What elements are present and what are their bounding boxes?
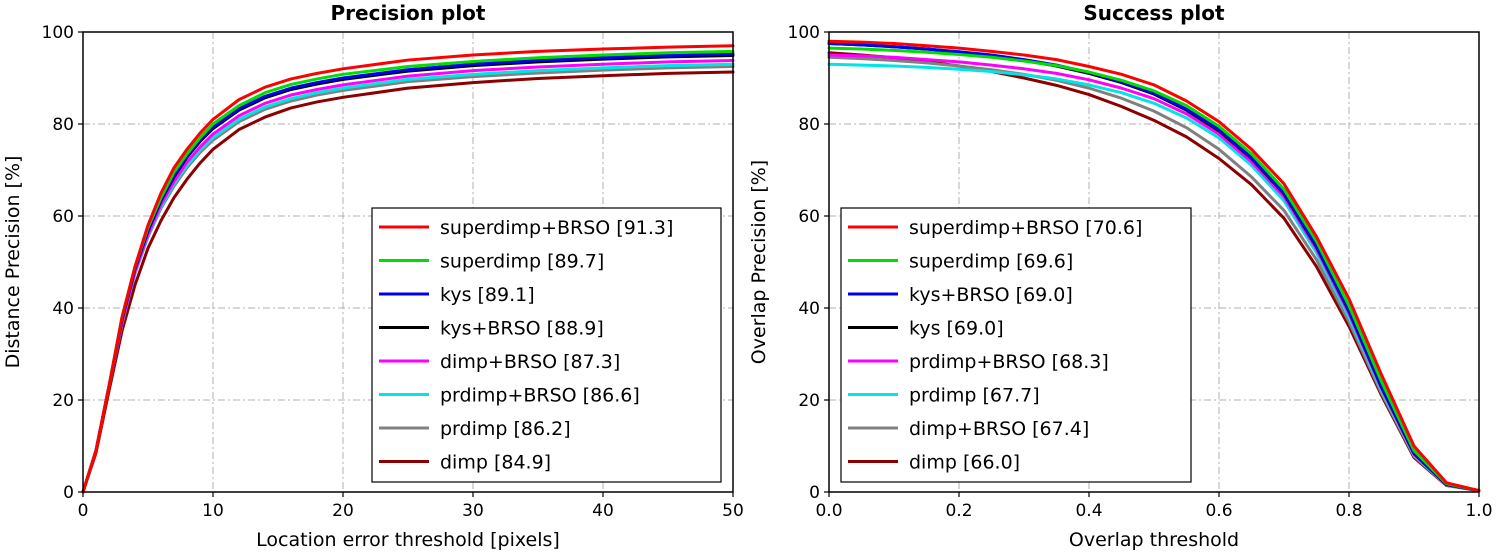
success-chart-title: Success plot bbox=[1083, 1, 1225, 25]
success-legend-box bbox=[840, 207, 1192, 483]
success-plot: 0.0 0.2 0.4 0.6 0.8 1.0 0 20 40 60 80 100 Success pl… bbox=[748, 1, 1493, 551]
precision-legend-label: superdimp [89.7] bbox=[440, 251, 604, 273]
precision-y-axis-label: Distance Precision [%] bbox=[2, 156, 24, 369]
success-y-tick-label: 40 bbox=[798, 299, 820, 319]
precision-legend-label: prdimp+BRSO [86.6] bbox=[440, 385, 640, 407]
success-x-tick-label: 0.2 bbox=[945, 501, 972, 521]
success-y-axis-label: Overlap Precision [%] bbox=[748, 160, 770, 364]
success-legend-label: dimp+BRSO [67.4] bbox=[909, 418, 1089, 440]
success-x-tick-label: 0.6 bbox=[1205, 501, 1232, 521]
precision-chart-title: Precision plot bbox=[331, 1, 486, 25]
precision-y-tick-label: 0 bbox=[63, 483, 74, 503]
success-x-axis-label: Overlap threshold bbox=[1069, 529, 1239, 551]
precision-plot: 0 10 20 30 40 50 0 20 40 60 80 100 Precision plot Loc… bbox=[2, 1, 744, 551]
success-legend-label: dimp [66.0] bbox=[909, 452, 1020, 474]
success-legend-label: kys+BRSO [69.0] bbox=[909, 284, 1073, 306]
success-series-line bbox=[827, 42, 1481, 493]
precision-x-tick-label: 50 bbox=[722, 501, 744, 521]
success-y-tick-label: 20 bbox=[798, 391, 820, 411]
precision-y-tick-label: 100 bbox=[42, 23, 74, 43]
precision-legend-label: dimp [84.9] bbox=[440, 452, 551, 474]
success-legend-label: superdimp [69.6] bbox=[909, 251, 1073, 273]
precision-legend-label: kys+BRSO [88.9] bbox=[440, 318, 604, 340]
precision-series-group bbox=[81, 44, 735, 494]
precision-y-tick-label: 20 bbox=[52, 391, 74, 411]
precision-axes-frame bbox=[82, 31, 734, 493]
success-legend-label: kys [69.0] bbox=[909, 318, 1004, 340]
precision-x-tick-label: 30 bbox=[462, 501, 484, 521]
precision-series-line bbox=[81, 44, 735, 494]
success-y-tick-label: 60 bbox=[798, 207, 820, 227]
precision-legend-label: dimp+BRSO [87.3] bbox=[440, 351, 620, 373]
precision-legend-label: prdimp [86.2] bbox=[440, 418, 571, 440]
precision-y-tick-label: 80 bbox=[52, 115, 74, 135]
success-legend-label: superdimp+BRSO [70.6] bbox=[909, 217, 1142, 239]
success-series-line bbox=[827, 46, 1481, 493]
success-series-line bbox=[827, 39, 1481, 493]
precision-x-tick-label: 10 bbox=[202, 501, 224, 521]
success-series-group bbox=[827, 39, 1481, 493]
success-legend-label: prdimp+BRSO [68.3] bbox=[909, 351, 1109, 373]
success-legend-label: prdimp [67.7] bbox=[909, 385, 1040, 407]
precision-legend-label: superdimp+BRSO [91.3] bbox=[440, 217, 673, 239]
precision-legend: superdimp+BRSO [91.3] superdimp [89.7] kys… bbox=[371, 207, 722, 483]
success-legend: superdimp+BRSO [70.6] superdimp [69.6] kys… bbox=[840, 207, 1192, 483]
success-x-tick-label: 1.0 bbox=[1465, 501, 1492, 521]
success-x-tick-label: 0.8 bbox=[1335, 501, 1362, 521]
precision-x-tick-label: 0 bbox=[78, 501, 89, 521]
precision-legend-box bbox=[371, 207, 722, 483]
precision-x-axis-label: Location error threshold [pixels] bbox=[256, 529, 560, 551]
success-axes-frame bbox=[828, 31, 1480, 493]
precision-y-tick-label: 40 bbox=[52, 299, 74, 319]
success-x-tick-label: 0.0 bbox=[815, 501, 842, 521]
precision-x-tick-label: 20 bbox=[332, 501, 354, 521]
success-y-tick-label: 0 bbox=[809, 483, 820, 503]
precision-x-tick-label: 40 bbox=[592, 501, 614, 521]
success-x-tick-label: 0.4 bbox=[1075, 501, 1102, 521]
success-y-tick-label: 80 bbox=[798, 115, 820, 135]
precision-legend-label: kys [89.1] bbox=[440, 284, 535, 306]
precision-series-line bbox=[81, 70, 735, 494]
success-y-tick-label: 100 bbox=[788, 23, 820, 43]
precision-y-tick-label: 60 bbox=[52, 207, 74, 227]
